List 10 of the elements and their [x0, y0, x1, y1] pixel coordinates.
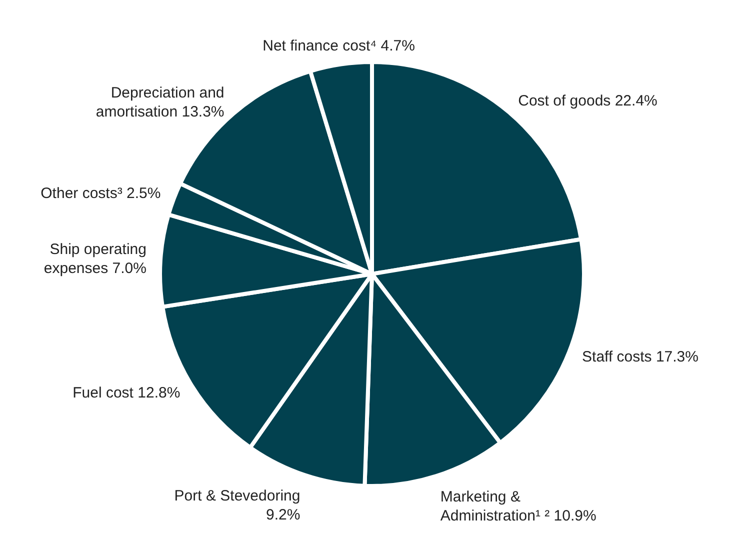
slice-label: Ship operating expenses 7.0%: [44, 241, 146, 278]
slice-label: Other costs³ 2.5%: [40, 185, 161, 202]
slice-label: Depreciation and amortisation 13.3%: [96, 84, 224, 121]
slice-label: Port & Stevedoring: [174, 487, 300, 504]
slice-label: Staff costs 17.3%: [582, 348, 698, 366]
data-label: 9.2%: [266, 506, 300, 524]
slice-label: Fuel cost 12.8%: [72, 384, 180, 402]
slice-label: Marketing & Administration¹ ² 10.9%: [440, 488, 596, 525]
slice-label: Cost of goods 22.4%: [518, 92, 658, 110]
slice-label: Net finance cost⁴ 4.7%: [262, 38, 415, 55]
